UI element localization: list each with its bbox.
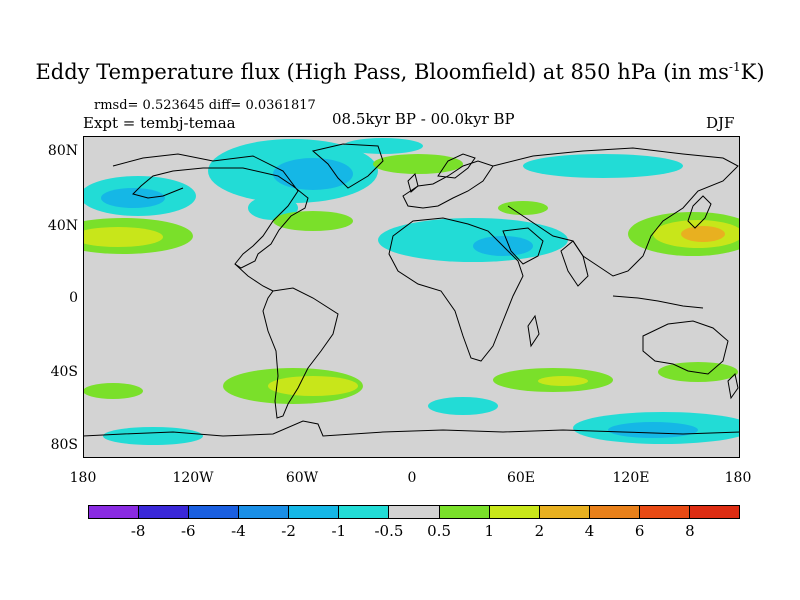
coast-madagascar bbox=[527, 314, 540, 348]
coast-india bbox=[560, 240, 589, 287]
coast-scandinavia bbox=[437, 153, 476, 179]
colorbar-tick-label: -8 bbox=[130, 522, 146, 540]
lat-label-equator: 0 bbox=[69, 290, 78, 306]
coast-japan bbox=[687, 195, 712, 229]
patch-central-asia-pos bbox=[498, 201, 548, 215]
coast-europe bbox=[402, 160, 494, 209]
patch-atlantic-pos bbox=[273, 211, 353, 231]
lon-label-0: 0 bbox=[407, 470, 417, 486]
colorbar-swatch bbox=[289, 506, 340, 518]
colorbar-swatch bbox=[389, 506, 440, 518]
period-label: 08.5kyr BP - 00.0kyr BP bbox=[332, 110, 515, 128]
world-map bbox=[83, 136, 740, 458]
title-superscript: -1 bbox=[728, 60, 741, 74]
lon-label-120e: 120E bbox=[612, 470, 650, 486]
coast-africa bbox=[388, 217, 524, 362]
rmsd-diff-stats: rmsd= 0.523645 diff= 0.0361817 bbox=[94, 98, 316, 113]
experiment-label: Expt = tembj-temaa bbox=[83, 114, 236, 132]
lon-label-120w: 120W bbox=[172, 470, 214, 486]
patch-antarctic-neg-core bbox=[608, 422, 698, 438]
lon-label-180e: 180 bbox=[724, 470, 752, 486]
patch-north-pacific-pos-core bbox=[83, 227, 163, 247]
lat-label-80s: 80S bbox=[50, 437, 78, 453]
lat-label-80n: 80N bbox=[47, 143, 78, 159]
coast-antarctica bbox=[83, 420, 740, 437]
coast-arabia bbox=[502, 227, 544, 265]
colorbar-tick-label: -6 bbox=[180, 522, 196, 540]
patch-southern-ocean-pos bbox=[83, 383, 143, 399]
map-frame bbox=[83, 136, 740, 458]
title-text: Eddy Temperature flux (High Pass, Bloomf… bbox=[35, 60, 729, 84]
season-label: DJF bbox=[706, 114, 735, 132]
colorbar-tick-label: -1 bbox=[331, 522, 347, 540]
colorbar-tick-label: 2 bbox=[534, 522, 545, 540]
patch-southern-ocean-neg bbox=[428, 397, 498, 415]
coast-new-zealand bbox=[727, 372, 739, 400]
colorbar-tick-label: -4 bbox=[231, 522, 246, 540]
colorbar-swatch bbox=[139, 506, 190, 518]
lon-label-180w: 180 bbox=[69, 470, 97, 486]
coast-south-america bbox=[262, 287, 339, 419]
colorbar-swatch bbox=[339, 506, 390, 518]
patch-north-pacific-neg-core bbox=[101, 188, 165, 208]
coast-australia bbox=[642, 320, 729, 375]
colorbar-tick-label: 4 bbox=[584, 522, 595, 540]
title-unit-tail: K) bbox=[740, 60, 765, 84]
lon-label-60w: 60W bbox=[285, 470, 319, 486]
coast-north-america bbox=[112, 153, 309, 269]
colorbar-swatch bbox=[439, 506, 490, 518]
plot-title: Eddy Temperature flux (High Pass, Bloomf… bbox=[0, 60, 800, 84]
colorbar-swatch bbox=[189, 506, 240, 518]
colorbar-swatch bbox=[89, 506, 140, 518]
colorbar-tick-label: 1 bbox=[484, 522, 494, 540]
patch-greenland-neg-core bbox=[273, 158, 353, 190]
lat-label-40n: 40N bbox=[47, 218, 78, 234]
colorbar-tick-label: 8 bbox=[685, 522, 695, 540]
lat-label-40s: 40S bbox=[50, 364, 78, 380]
patch-sahara-neg bbox=[378, 218, 568, 262]
colorbar-tick-label: 6 bbox=[634, 522, 645, 540]
colorbar-tick-label: -0.5 bbox=[374, 522, 404, 540]
colorbar-tick-label: 0.5 bbox=[427, 522, 451, 540]
coast-indonesia bbox=[612, 295, 704, 309]
patch-europe-pos bbox=[373, 154, 463, 174]
lon-label-60e: 60E bbox=[506, 470, 536, 486]
patch-west-pacific-pos-core bbox=[681, 226, 725, 242]
colorbar-swatch bbox=[539, 506, 590, 518]
coastlines bbox=[83, 143, 740, 437]
coast-central-america bbox=[234, 263, 274, 292]
coast-uk bbox=[407, 173, 419, 193]
colorbar-swatch bbox=[489, 506, 540, 518]
colorbar-tick-label: -2 bbox=[281, 522, 296, 540]
colorbar-swatch bbox=[239, 506, 290, 518]
colorbar-swatch bbox=[589, 506, 640, 518]
patch-indian-ocean-pos-core bbox=[538, 376, 588, 386]
coast-asia bbox=[492, 147, 739, 277]
patch-arctic-neg bbox=[343, 138, 423, 154]
patch-asia-neg bbox=[523, 154, 683, 178]
colorbar bbox=[88, 505, 740, 519]
colorbar-swatch bbox=[689, 506, 740, 518]
patch-south-pacific-neg bbox=[103, 427, 203, 445]
patch-south-atlantic-pos-core bbox=[268, 376, 358, 396]
coast-greenland bbox=[311, 143, 384, 189]
colorbar-swatch bbox=[639, 506, 690, 518]
